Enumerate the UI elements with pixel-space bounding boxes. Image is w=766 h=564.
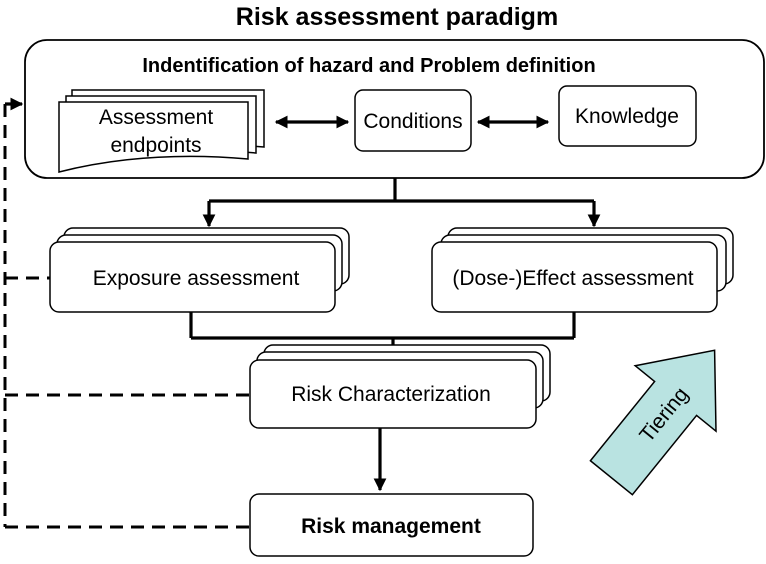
effect-assessment-stack [431, 227, 734, 313]
problem-definition-heading: Indentification of hazard and Problem de… [142, 55, 595, 77]
feedback-loop [3, 97, 250, 529]
assessment-endpoints-stack [58, 89, 265, 173]
knowledge-label: Knowledge [575, 105, 679, 128]
diagram-title: Risk assessment paradigm [236, 3, 558, 31]
effect-assessment-label: (Dose-)Effect assessment [452, 267, 693, 290]
exposure-assessment-label: Exposure assessment [93, 267, 300, 290]
split-connector [202, 178, 601, 228]
exposure-assessment-stack [49, 227, 350, 313]
risk-characterization-stack [249, 344, 551, 429]
risk-management-label: Risk management [301, 515, 481, 538]
conditions-box [354, 89, 472, 152]
risk-management-box [249, 493, 534, 557]
tiering-arrow: Tiering [589, 349, 717, 496]
risk-characterization-label: Risk Characterization [291, 383, 491, 406]
assessment-endpoints-label-line1: Assessment [99, 106, 214, 129]
knowledge-box [558, 85, 697, 147]
assessment-endpoints-label-line2: endpoints [110, 134, 201, 157]
conditions-label: Conditions [363, 110, 462, 133]
